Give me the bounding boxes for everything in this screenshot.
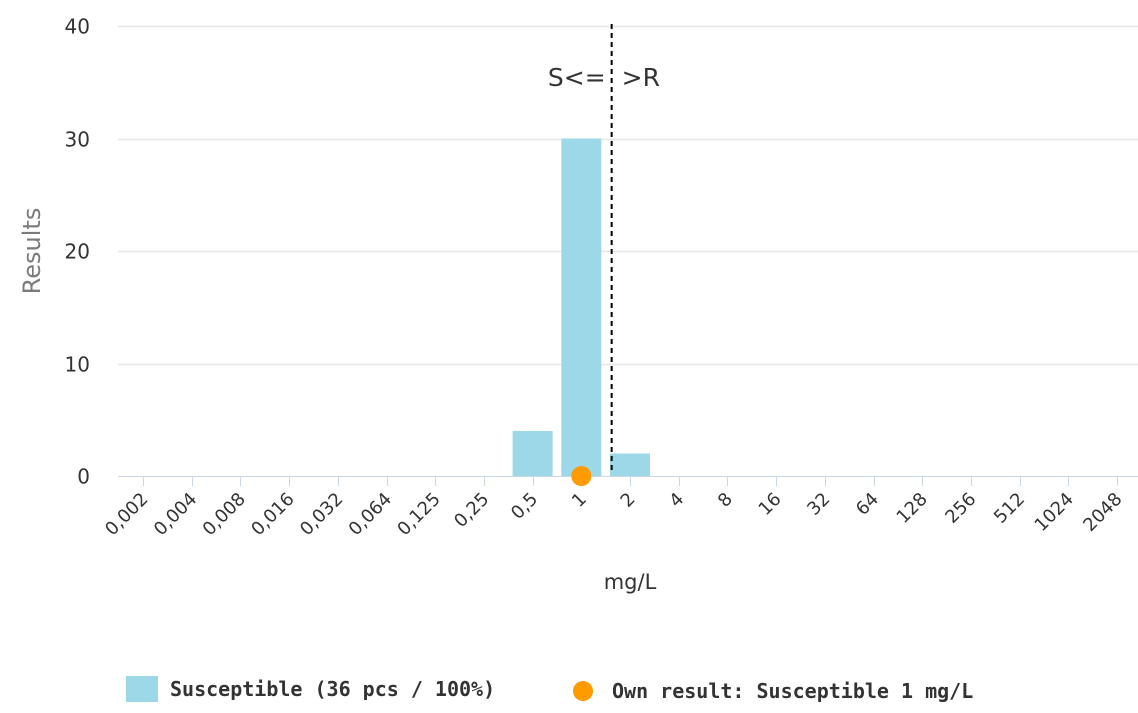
x-tick-label-1024: 1024 xyxy=(1031,489,1078,536)
y-axis-title: Results xyxy=(18,208,46,295)
y-tick-label-30: 30 xyxy=(65,128,90,152)
x-tick-label-0,016: 0,016 xyxy=(247,489,298,540)
x-tick-label-0,004: 0,004 xyxy=(150,489,201,540)
bars xyxy=(512,138,650,476)
x-tick-label-2: 2 xyxy=(617,489,640,512)
x-tick-label-0,5: 0,5 xyxy=(507,489,542,524)
legend-dot-own-result xyxy=(573,681,593,701)
breakpoint-group: S<= >R xyxy=(548,24,660,470)
legend-item-own-result[interactable]: Own result: Susceptible 1 mg/L xyxy=(573,679,973,703)
legend-label-own-result: Own result: Susceptible 1 mg/L xyxy=(612,679,974,703)
x-tick-label-1: 1 xyxy=(568,489,591,512)
x-tick-label-256: 256 xyxy=(941,489,980,528)
legend-item-susceptible[interactable]: Susceptible (36 pcs / 100%) xyxy=(126,676,495,702)
x-tick-label-64: 64 xyxy=(852,489,883,520)
legend-label-susceptible: Susceptible (36 pcs / 100%) xyxy=(170,677,496,701)
x-axis-title: mg/L xyxy=(604,570,657,594)
x-tick-label-4: 4 xyxy=(665,489,688,512)
own-result-group xyxy=(571,466,592,486)
x-tick-label-0,064: 0,064 xyxy=(345,489,396,540)
x-tick-label-32: 32 xyxy=(803,489,834,520)
x-tick-label-0,032: 0,032 xyxy=(296,489,347,540)
x-tick-label-128: 128 xyxy=(893,489,932,528)
y-tick-label-10: 10 xyxy=(65,353,90,377)
x-tick-label-0,008: 0,008 xyxy=(199,489,250,540)
gridlines xyxy=(118,25,1138,366)
breakpoint-label-susceptible: S<= xyxy=(548,63,606,92)
x-tick-label-0,125: 0,125 xyxy=(393,489,444,540)
bar-2 xyxy=(610,453,650,476)
y-tick-label-0: 0 xyxy=(77,465,90,489)
legend: Susceptible (36 pcs / 100%) Own result: … xyxy=(0,676,1138,710)
x-tick-label-16: 16 xyxy=(755,489,786,520)
x-tick-label-512: 512 xyxy=(990,489,1029,528)
y-tick-label-20: 20 xyxy=(65,240,90,264)
legend-swatch-susceptible xyxy=(126,676,158,702)
y-axis-ticks: 0 10 20 30 40 xyxy=(65,15,90,489)
y-tick-label-40: 40 xyxy=(65,15,90,39)
x-tick-label-2048: 2048 xyxy=(1079,489,1126,536)
bar-1 xyxy=(561,138,602,476)
breakpoint-label-resistant: >R xyxy=(622,63,660,92)
own-result-marker xyxy=(571,466,592,486)
x-tick-label-8: 8 xyxy=(714,489,737,512)
x-tick-label-0,002: 0,002 xyxy=(101,489,152,540)
x-tick-label-0,25: 0,25 xyxy=(450,489,493,532)
bar-0,5 xyxy=(512,431,553,476)
